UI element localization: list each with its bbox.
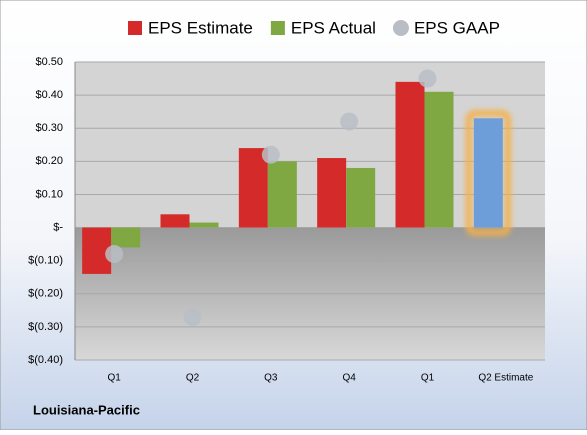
y-tick-label: $- <box>53 221 63 233</box>
gaap-marker <box>105 245 124 264</box>
y-tick-label: $0.10 <box>35 188 63 200</box>
legend-label: EPS GAAP <box>414 18 500 37</box>
highlight-glow <box>465 110 511 236</box>
x-tick-label: Q3 <box>264 373 278 384</box>
bar <box>189 222 219 228</box>
legend: EPS Estimate EPS Actual EPS GAAP <box>128 18 500 37</box>
x-tick-label: Q2 <box>186 373 200 384</box>
x-tick-label: Q1 <box>421 373 435 384</box>
y-tick-label: $(0.10) <box>28 255 63 267</box>
y-tick-label: $0.40 <box>35 89 63 101</box>
bar <box>267 161 297 228</box>
bar <box>395 81 425 228</box>
y-tick-label: $(0.40) <box>28 354 63 366</box>
bar <box>111 227 141 248</box>
bar <box>424 91 454 228</box>
bar <box>473 118 503 228</box>
gaap-marker <box>340 112 359 131</box>
x-tick-label: Q4 <box>342 373 356 384</box>
y-tick-label: $0.20 <box>35 155 63 167</box>
legend-label: EPS Actual <box>291 18 376 37</box>
x-tick-label: Q1 <box>107 373 121 384</box>
bar <box>160 214 190 228</box>
y-tick-label: $(0.30) <box>28 321 63 333</box>
bar <box>317 158 347 228</box>
bar <box>238 148 268 228</box>
y-tick-label: $0.30 <box>35 122 63 134</box>
bar <box>346 167 376 228</box>
legend-swatch <box>392 20 409 36</box>
gaap-marker <box>418 69 437 88</box>
x-tick-label: Q2 Estimate <box>478 373 533 384</box>
chart-title: Louisiana-Pacific <box>33 402 140 417</box>
legend-label: EPS Estimate <box>148 18 253 37</box>
legend-swatch <box>270 21 285 35</box>
y-tick-label: $0.50 <box>35 56 63 68</box>
y-tick-label: $(0.20) <box>28 288 63 300</box>
legend-swatch <box>128 21 142 35</box>
gaap-marker <box>183 307 202 326</box>
gaap-marker <box>261 145 280 164</box>
